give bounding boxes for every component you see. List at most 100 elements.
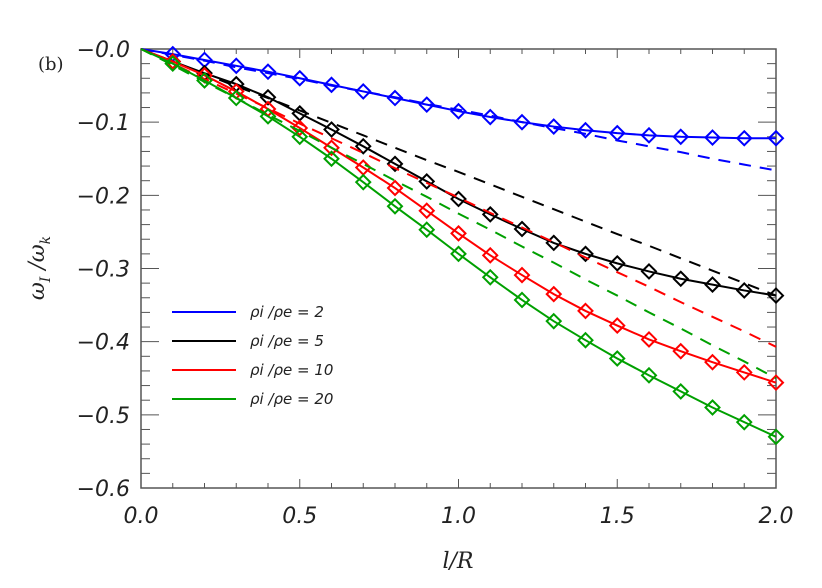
diamond-marker	[227, 57, 245, 75]
diamond-marker	[450, 190, 467, 208]
diamond-marker	[577, 331, 594, 349]
diamond-marker	[323, 121, 340, 138]
diamond-marker	[608, 350, 626, 367]
diamond-marker	[640, 366, 658, 384]
y-tick-label: −0.1	[77, 111, 130, 136]
diamond-marker	[640, 263, 658, 280]
x-tick-label: 0.5	[282, 504, 317, 529]
y-tick-label: −0.0	[77, 38, 130, 63]
diamond-marker	[704, 276, 721, 294]
diamond-marker	[227, 89, 245, 107]
legend-label: ρi /ρe = 2	[250, 303, 324, 321]
y-tick-label: −0.6	[77, 477, 130, 502]
dashed-line	[140, 48, 777, 380]
diamond-marker	[354, 137, 372, 155]
diamond-marker	[672, 342, 690, 360]
axes-box	[140, 48, 777, 489]
diamond-marker	[323, 150, 340, 168]
diamond-marker	[704, 353, 721, 371]
diamond-marker	[608, 124, 626, 142]
diamond-marker	[767, 374, 785, 392]
diamond-marker	[291, 128, 309, 146]
diamond-marker	[450, 245, 467, 263]
solid-line	[140, 48, 777, 384]
diamond-marker	[735, 129, 753, 147]
y-tick-label: −0.3	[77, 258, 130, 283]
series-0	[140, 45, 785, 172]
diamond-marker	[608, 317, 626, 334]
diamond-marker	[259, 107, 277, 125]
diamond-marker	[386, 155, 404, 173]
dashed-line	[140, 48, 777, 297]
diamond-marker	[577, 302, 594, 320]
solid-line	[140, 48, 777, 297]
diamond-marker	[481, 108, 499, 126]
diamond-marker	[640, 331, 658, 348]
data-series	[140, 45, 785, 446]
dashed-line	[140, 48, 777, 172]
plot-frame	[140, 48, 777, 489]
x-tick-label: 0.0	[124, 504, 159, 529]
diamond-marker	[259, 63, 277, 81]
legend: ρi /ρe = 2 ρi /ρe = 5 ρi /ρe = 10 ρi /ρe = …	[172, 303, 333, 408]
solid-line	[140, 48, 777, 438]
diamond-marker	[323, 76, 340, 94]
x-tick-label: 1.0	[441, 504, 476, 529]
diamond-marker	[735, 413, 753, 431]
x-tick-label: 1.5	[600, 504, 635, 529]
diamond-marker	[354, 83, 372, 100]
diamond-marker	[450, 224, 467, 242]
diamond-marker	[735, 282, 753, 299]
solid-line	[140, 48, 776, 140]
diamond-marker	[450, 102, 467, 120]
diamond-marker	[545, 312, 563, 330]
diamond-marker	[767, 287, 785, 304]
diamond-marker	[767, 129, 785, 147]
diamond-marker	[386, 197, 404, 215]
series-3	[140, 48, 785, 446]
x-axis-title: l/R	[442, 549, 473, 574]
diamond-marker	[418, 173, 436, 190]
diamond-marker	[640, 126, 658, 144]
diamond-marker	[386, 89, 404, 107]
diamond-marker	[481, 268, 499, 286]
diamond-marker	[164, 55, 182, 73]
diamond-marker	[513, 113, 531, 131]
y-tick-label: −0.4	[77, 331, 130, 356]
diamond-marker	[259, 88, 277, 106]
diamond-marker	[545, 285, 563, 303]
diamond-marker	[481, 246, 499, 264]
series-1	[140, 48, 785, 304]
diamond-marker	[513, 266, 531, 284]
diamond-marker	[164, 53, 182, 70]
diamond-marker	[577, 245, 594, 263]
legend-label: ρi /ρe = 20	[250, 390, 333, 408]
svg-text:ωI /ωk: ωI /ωk	[25, 236, 54, 300]
diamond-marker	[481, 205, 499, 223]
legend-label: ρi /ρe = 10	[250, 361, 333, 379]
panel-label: (b)	[38, 54, 64, 75]
diamond-marker	[608, 254, 626, 272]
x-tick-label: 2.0	[759, 504, 794, 529]
dashed-line	[140, 48, 777, 348]
diamond-marker	[323, 139, 340, 157]
diamond-marker	[545, 118, 563, 135]
y-tick-label: −0.5	[77, 404, 130, 429]
diamond-marker	[672, 270, 690, 288]
diamond-marker	[704, 129, 721, 146]
axis-ticks: 0.0 0.5 1.0 1.5 2.0 −0.0 −0.1 −0.2 −0.3 −0.4 −0.5 −…	[77, 38, 794, 529]
diamond-marker	[196, 72, 213, 89]
y-axis-title: ωI /ωk	[25, 236, 54, 300]
diamond-marker	[513, 220, 531, 238]
diamond-marker	[418, 202, 436, 220]
diamond-marker	[418, 96, 436, 114]
diamond-marker	[513, 291, 531, 309]
diamond-marker	[291, 69, 309, 87]
legend-label: ρi /ρe = 5	[250, 332, 324, 350]
diamond-marker	[418, 221, 436, 239]
diamond-marker	[672, 383, 690, 400]
y-tick-label: −0.2	[77, 184, 130, 209]
diamond-marker	[767, 428, 785, 446]
